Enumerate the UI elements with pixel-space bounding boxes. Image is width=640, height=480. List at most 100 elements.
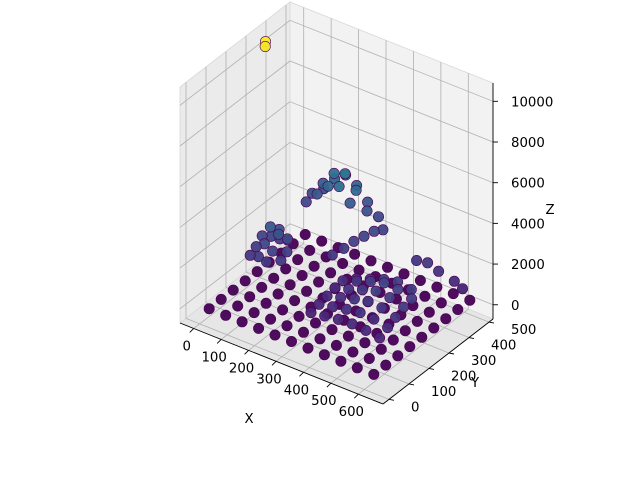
y-tick-label: 0 [411,400,419,415]
scatter-point [359,337,371,349]
scatter-point [335,291,347,303]
scatter-point [428,322,440,334]
scatter-point [384,292,396,304]
x-tick-label: 0 [182,339,190,354]
y-tick-mark [428,368,435,370]
scatter-point [265,313,277,325]
x-tick-label: 300 [256,372,281,387]
scatter-point [343,283,355,295]
scatter-point [360,324,372,336]
scatter-point [280,263,292,275]
scatter-point [362,295,374,307]
scatter-point [293,310,305,322]
scatter-point [411,315,423,327]
scatter-point [250,241,262,253]
scatter-point [296,269,308,281]
scatter-point [251,266,263,278]
scatter-point [464,294,476,306]
scatter-point [239,275,251,287]
scatter-point [414,274,426,286]
scatter-point [220,309,232,321]
z-tick-label: 6000 [511,177,545,192]
x-tick-mark [216,339,222,344]
scatter-point [264,221,276,233]
scatter-point [244,291,256,303]
grid-line-z-left [179,101,291,188]
z-tick-label: 4000 [511,217,545,232]
grid-line-z-left [179,19,291,106]
x-tick-label: 200 [229,361,254,376]
scatter-point [311,188,323,200]
scatter-point [347,346,359,358]
x-tick-label: 100 [201,350,226,365]
scatter-point [363,352,375,364]
y-tick-label: 500 [511,323,536,338]
scatter-point [316,235,328,247]
scatter-point [203,303,215,315]
scatter-point [275,255,287,267]
scatter-point [227,284,239,296]
scatter-point [375,343,387,355]
scatter-point [289,295,301,307]
scatter-point [313,298,325,310]
y-tick-label: 300 [471,354,496,369]
scatter-point [348,235,360,247]
scatter-point [300,196,312,208]
scatter-point [422,257,434,269]
y-tick-mark [408,383,415,386]
scatter-point [281,233,293,245]
scatter-point [398,268,410,280]
y-axis-title: Y [470,376,480,391]
scatter-point [261,256,273,268]
scatter-point [327,301,339,313]
z-tick-label: 10000 [511,95,553,110]
x-tick-mark [353,393,359,399]
scatter-point [268,272,280,284]
x-tick-mark [271,360,277,366]
scatter-point [328,167,340,179]
y-axis-line [382,318,494,405]
scatter-point [431,281,443,293]
grid-line-z-left [179,142,291,228]
scatter-point [350,184,362,196]
scatter-point [319,310,331,322]
y-tick-label: 200 [451,369,476,384]
x-tick-mark [326,382,332,388]
grid-line-z-back [289,142,494,224]
x-tick-mark [244,350,249,355]
scatter-point [356,284,368,296]
scatter-point [318,349,330,361]
scatter-point [368,313,380,325]
scatter-point [284,279,296,291]
scatter-point [372,211,384,223]
scatter-point [416,331,428,343]
scatter-point [365,255,377,267]
y-tick-label: 400 [491,339,516,354]
scatter-point [335,355,347,367]
scatter-point [358,230,370,242]
scatter-point [236,316,248,328]
y-tick-mark [488,321,495,324]
scatter-point [433,265,445,277]
x-tick-mark [189,328,195,333]
grid-lines [179,5,494,400]
scatter-point [330,339,342,351]
scatter-point [304,244,316,256]
z-axis-title: Z [545,203,554,218]
scatter-point [337,275,349,287]
x-axis-line [179,322,384,405]
y-tick-mark [448,352,455,355]
scatter-point [273,228,285,240]
y-tick-mark [468,337,475,339]
scatter-point [322,180,334,192]
scatter-point [277,304,289,316]
scatter-point [351,275,363,287]
y-tick-mark [388,398,395,401]
scatter-point [392,283,404,295]
scatter-point [302,342,314,354]
scatter-point [398,301,410,313]
scatter-point [342,330,354,342]
scatter-point [299,229,311,241]
scatter-points [203,36,476,380]
scatter-point [405,283,417,295]
